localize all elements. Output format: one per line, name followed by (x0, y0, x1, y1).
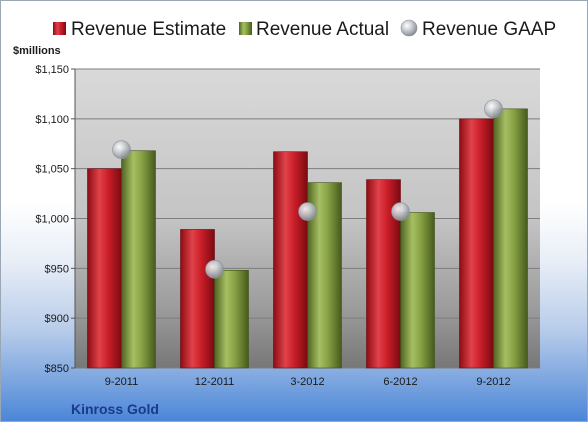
x-tick-label: 3-2012 (290, 376, 324, 388)
legend-label-estimate: Revenue Estimate (71, 19, 226, 40)
y-tick-label: $1,050 (35, 164, 69, 176)
legend-swatch-gaap (400, 19, 418, 37)
y-tick-label: $1,150 (35, 64, 69, 76)
bar-revenue-estimate (459, 118, 494, 369)
bar-revenue-actual (121, 150, 156, 369)
x-axis-labels: 9-2011 12-2011 3-2012 6-2012 9-2012 (105, 376, 511, 388)
x-tick-label: 9-2012 (476, 376, 510, 388)
y-tick-label: $950 (45, 263, 69, 275)
y-axis-unit-label: $millions (13, 45, 61, 57)
x-tick-label: 9-2011 (105, 376, 138, 388)
bar-revenue-actual (214, 270, 249, 369)
legend-swatch-estimate (53, 22, 66, 35)
bar-revenue-estimate (273, 151, 308, 369)
point-revenue-gaap (298, 202, 317, 221)
legend-swatch-actual (239, 22, 252, 35)
bar-revenue-estimate (180, 229, 215, 369)
y-tick-label: $900 (45, 313, 69, 325)
bar-revenue-actual (493, 108, 528, 369)
point-revenue-gaap (484, 99, 503, 119)
bar-revenue-estimate (87, 168, 122, 369)
bar-revenue-actual (400, 212, 435, 369)
gaap-points (112, 99, 503, 279)
legend-label-gaap: Revenue GAAP (422, 19, 556, 40)
x-tick-label: 12-2011 (195, 376, 235, 388)
company-name: Kinross Gold (71, 401, 159, 417)
y-axis-ticks: $850 $900 $950 $1,000 $1,050 $1,100 $1,150 (35, 64, 76, 375)
legend: Revenue Estimate Revenue Actual Revenue … (53, 19, 556, 40)
point-revenue-gaap (205, 260, 224, 279)
x-tick-label: 6-2012 (383, 376, 417, 388)
point-revenue-gaap (112, 140, 131, 160)
legend-label-actual: Revenue Actual (256, 19, 389, 40)
y-tick-label: $1,100 (35, 114, 69, 126)
point-revenue-gaap (391, 202, 410, 221)
y-tick-label: $1,000 (35, 214, 69, 226)
bars (87, 108, 528, 369)
y-tick-label: $850 (45, 363, 69, 375)
